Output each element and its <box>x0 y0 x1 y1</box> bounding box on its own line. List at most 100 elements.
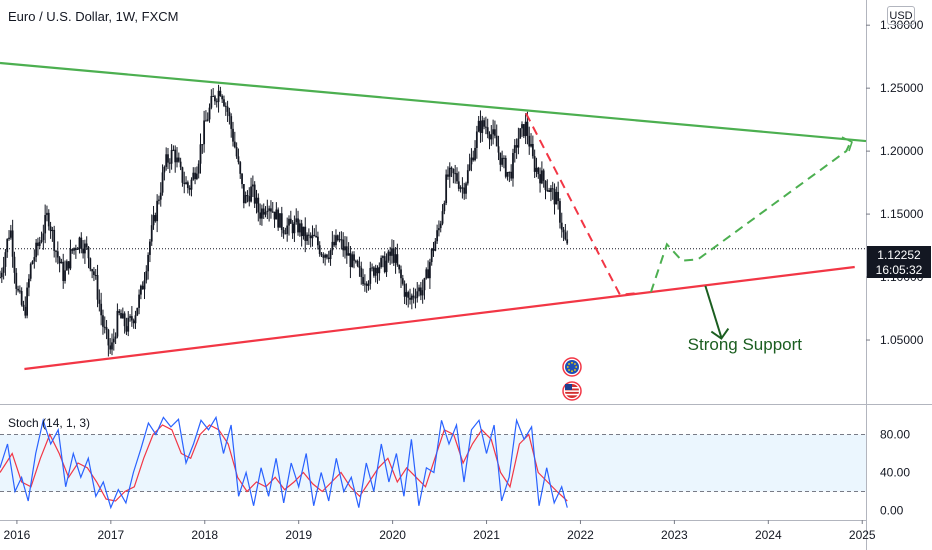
candle-body <box>457 181 460 189</box>
candle-body <box>387 251 390 261</box>
time-tick-label: 2025 <box>849 528 876 542</box>
candle-body <box>214 96 216 102</box>
candle-body <box>378 266 381 274</box>
candle-body <box>80 237 83 249</box>
candle-body <box>423 278 426 291</box>
candle-body <box>55 250 57 252</box>
candle-body <box>371 267 373 269</box>
candle-body <box>335 235 337 246</box>
candle-body <box>351 254 354 267</box>
candle-body <box>105 327 108 330</box>
candle-body <box>438 228 440 231</box>
candle-body <box>121 313 124 319</box>
candle-body <box>235 147 238 157</box>
candle-body <box>501 157 504 165</box>
candle-body <box>555 191 558 205</box>
candle-body <box>383 256 386 273</box>
candle-body <box>475 131 478 148</box>
candle-body <box>246 195 249 197</box>
candle-body <box>4 252 7 267</box>
drawings-layer: Strong Support <box>0 61 867 401</box>
candle-body <box>300 223 303 237</box>
candle-body <box>365 283 368 286</box>
candle-body <box>401 278 404 284</box>
candle-body <box>18 290 21 292</box>
candle-body <box>82 248 84 254</box>
candle-body <box>107 329 110 346</box>
bear-projection-path <box>525 112 635 296</box>
candle-body <box>436 230 439 242</box>
candle-body <box>329 250 332 260</box>
candle-body <box>152 215 155 226</box>
support-arrow-head <box>710 327 730 340</box>
candle-body <box>369 268 372 284</box>
candle-body <box>315 235 317 237</box>
candle-body <box>46 212 48 216</box>
candle-body <box>224 105 227 107</box>
candle-body <box>392 248 395 263</box>
price-tick-label: 1.15000 <box>880 207 924 221</box>
candle-body <box>291 223 294 234</box>
stoch-indicator-label[interactable]: Stoch (14, 1, 3) <box>8 416 91 430</box>
candle-body <box>354 260 357 262</box>
candle-body <box>367 283 370 286</box>
candle-body <box>445 174 448 204</box>
price-tick-label: 1.30000 <box>880 18 924 32</box>
candle-body <box>273 211 276 220</box>
candle-body <box>31 261 34 264</box>
candle-body <box>69 249 72 269</box>
candle-body <box>53 229 56 251</box>
candle-body <box>210 95 213 108</box>
candle-body <box>486 127 489 135</box>
candle-body <box>483 120 485 127</box>
candle-body <box>559 201 561 223</box>
candle-body <box>551 188 554 190</box>
candle-body <box>441 211 444 224</box>
candle-body <box>253 184 256 204</box>
eu-flag-star <box>571 361 573 364</box>
stoch-tick-label: 0.00 <box>880 504 904 518</box>
candle-body <box>506 172 509 177</box>
candle-body <box>517 138 520 148</box>
price-tick-label: 1.20000 <box>880 144 924 158</box>
candle-body <box>62 261 65 281</box>
candle-body <box>394 254 397 263</box>
candle-body <box>318 245 321 254</box>
candle-body <box>116 310 119 337</box>
candle-body <box>223 99 225 106</box>
candle-body <box>109 345 112 350</box>
candle-body <box>439 223 442 229</box>
candle-body <box>347 253 350 256</box>
candle-body <box>418 287 420 292</box>
candle-body <box>130 316 133 321</box>
candle-body <box>217 90 220 102</box>
candle-body <box>391 248 393 256</box>
candle-body <box>194 172 196 179</box>
candle-body <box>526 121 529 136</box>
candle-body <box>114 336 117 339</box>
candle-body <box>524 121 527 137</box>
candle-body <box>58 257 61 264</box>
candle-body <box>340 239 343 241</box>
candle-body <box>219 90 222 96</box>
candle-body <box>495 135 498 147</box>
candle-body <box>15 272 18 289</box>
candle-body <box>143 280 146 290</box>
candle-body <box>271 211 274 213</box>
candle-body <box>450 167 453 169</box>
candle-body <box>313 234 316 236</box>
currency-button[interactable]: USD <box>887 6 915 25</box>
eu-flag-star <box>575 366 578 368</box>
candle-body <box>465 183 467 194</box>
candle-body <box>230 116 233 129</box>
chart-title: Euro / U.S. Dollar, 1W, FXCM <box>8 9 179 24</box>
candle-body <box>215 101 218 103</box>
candle-body <box>519 128 522 139</box>
candle-body <box>40 240 43 242</box>
candle-body <box>60 261 63 264</box>
candle-body <box>546 189 549 191</box>
candle-body <box>363 283 366 285</box>
candle-body <box>410 295 413 300</box>
candle-body <box>490 134 493 140</box>
